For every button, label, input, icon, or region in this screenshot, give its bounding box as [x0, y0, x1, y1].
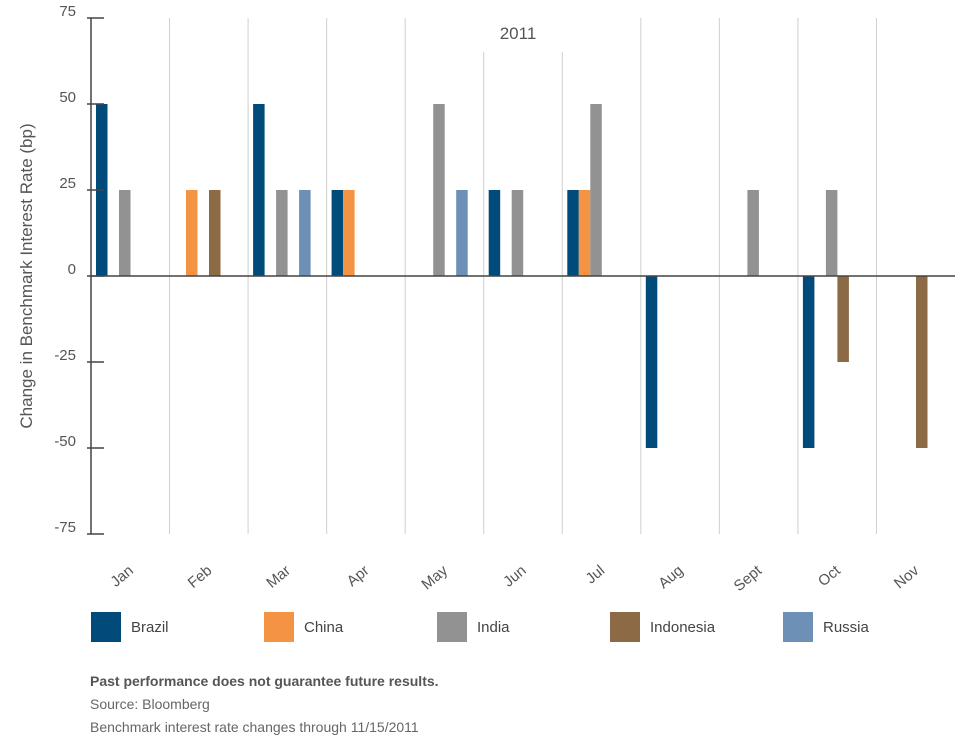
legend-swatch — [91, 612, 121, 642]
bar-brazil-mar — [253, 104, 265, 276]
x-tick-label: Jun — [500, 562, 529, 591]
source-text: Source: Bloomberg — [90, 696, 210, 712]
legend-swatch — [264, 612, 294, 642]
bar-india-jan — [119, 190, 131, 276]
x-tick-label: Oct — [815, 562, 844, 591]
x-tick-label: Nov — [891, 562, 923, 592]
bar-india-oct — [825, 190, 838, 276]
legend-item-russia: Russia — [783, 612, 869, 642]
x-tick-label: Aug — [655, 562, 686, 592]
year-label: 2011 — [500, 24, 537, 43]
y-tick-label: 25 — [59, 175, 76, 192]
bar-china-jul — [578, 190, 591, 276]
y-tick-label: -75 — [54, 519, 76, 536]
x-tick-label: May — [418, 562, 451, 594]
bar-india-mar — [276, 190, 288, 276]
axes — [90, 18, 955, 534]
bar-brazil-jun — [488, 190, 501, 276]
y-tick-label: -50 — [54, 433, 76, 450]
y-tick-label: 50 — [59, 89, 76, 106]
x-tick-label: Mar — [263, 562, 294, 592]
bar-brazil-oct — [802, 276, 815, 448]
legend-item-india: India — [437, 612, 510, 642]
legend-label: Indonesia — [650, 618, 716, 636]
bar-russia-mar — [299, 190, 311, 276]
footnote-text: Benchmark interest rate changes through … — [90, 719, 419, 735]
legend-swatch — [610, 612, 640, 642]
notes: Past performance does not guarantee futu… — [90, 670, 439, 739]
legend-label: Brazil — [131, 618, 169, 636]
legend-item-brazil: Brazil — [91, 612, 169, 642]
bar-russia-may — [456, 190, 468, 276]
bar-china-feb — [186, 190, 198, 276]
x-tick-label: Jul — [582, 562, 608, 587]
y-axis-title: Change in Benchmark Interest Rate (bp) — [17, 123, 36, 428]
x-tick-label: Apr — [344, 562, 373, 590]
bar-brazil-aug — [645, 276, 658, 448]
legend-label: China — [304, 618, 344, 636]
legend-label: India — [477, 618, 510, 636]
bar-brazil-apr — [331, 190, 344, 276]
bar-indonesia-feb — [209, 190, 221, 276]
legend-swatch — [437, 612, 467, 642]
disclaimer-text: Past performance does not guarantee futu… — [90, 673, 439, 689]
legend-label: Russia — [823, 618, 869, 636]
x-tick-label: Sept — [731, 562, 766, 595]
bar-india-may — [433, 104, 445, 276]
y-tick-label: 75 — [59, 3, 76, 20]
x-tick-label: Feb — [185, 562, 216, 592]
legend-item-indonesia: Indonesia — [610, 612, 715, 642]
y-tick-label: -25 — [54, 347, 76, 364]
x-tick-label: Jan — [107, 562, 136, 591]
legend-swatch — [783, 612, 813, 642]
x-ticks: Jan Feb Mar Apr May Jun Jul Aug Sept Oct Nov — [107, 562, 922, 595]
bar-india-jun — [511, 190, 524, 276]
y-ticks: 75 50 25 0 -25 -50 -75 — [54, 3, 104, 536]
bar-indonesia-nov — [916, 276, 928, 448]
bar-china-apr — [343, 190, 355, 276]
bar-india-jul — [590, 104, 602, 276]
legend: Brazil China India Indonesia Russia — [91, 612, 951, 642]
interest-rate-chart: 75 50 25 0 -25 -50 -75 Jan Feb Mar Apr May Jun Jul Au… — [17, 3, 955, 595]
bar-indonesia-oct — [837, 276, 849, 362]
bar-brazil-jul — [567, 190, 579, 276]
legend-item-china: China — [264, 612, 343, 642]
bar-india-sept — [747, 190, 759, 276]
y-tick-label: 0 — [68, 261, 76, 278]
